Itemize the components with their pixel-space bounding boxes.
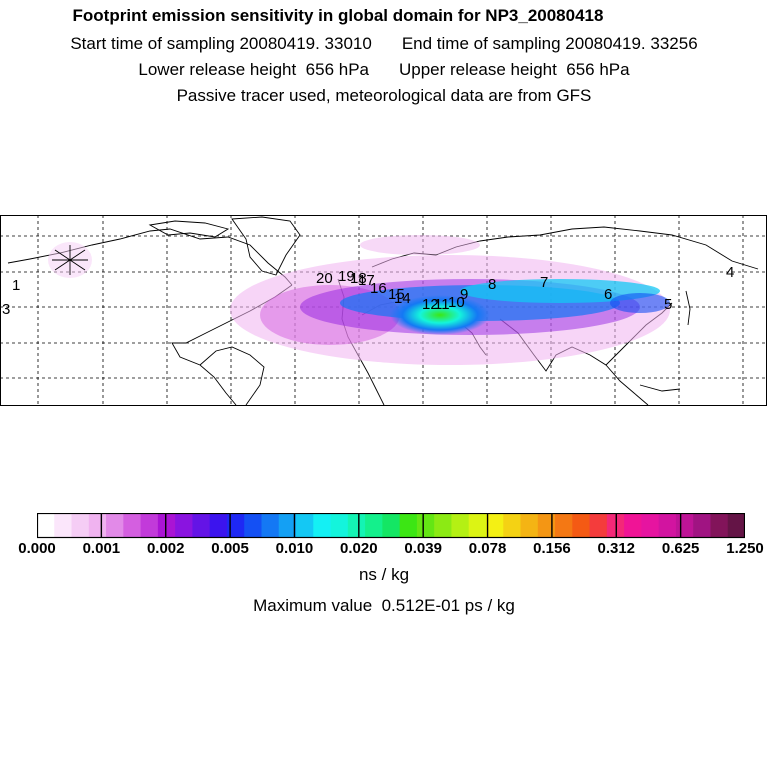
day-marker-17: 17 <box>358 272 375 289</box>
upper-release-label: Upper release height 656 hPa <box>399 60 630 79</box>
sampling-times: Start time of sampling 20080419. 33010 En… <box>0 34 768 54</box>
day-marker-15: 15 <box>388 286 405 303</box>
map-title: Footprint emission sensitivity in global… <box>72 6 604 25</box>
colorbar-cell <box>330 513 349 538</box>
colorbar-cell <box>278 513 297 538</box>
day-marker-10: 10 <box>448 294 465 311</box>
colorbar-tick-label: 0.002 <box>146 540 185 557</box>
colorbar-cell <box>192 513 211 538</box>
day-marker-1: 1 <box>12 277 20 294</box>
colorbar-tick-label: 1.250 <box>726 540 764 557</box>
colorbar-cell <box>261 513 280 538</box>
colorbar-tick-label: 0.625 <box>661 540 700 557</box>
colorbar-cell <box>520 513 539 538</box>
day-marker-18: 18 <box>350 270 367 287</box>
colorbar-cell <box>624 513 642 538</box>
colorbar-unit: ns / kg <box>358 565 410 584</box>
day-marker-19: 19 <box>338 268 355 285</box>
colorbar-cell <box>693 513 711 538</box>
colorbar-cell <box>589 513 608 538</box>
colorbar-cell <box>71 513 90 538</box>
end-time-label: End time of sampling 20080419. 33256 <box>401 34 698 53</box>
colorbar-cell <box>451 513 470 538</box>
colorbar-cell <box>434 513 452 538</box>
tracer-note: Passive tracer used, meteorological data… <box>176 86 592 105</box>
day-marker-8: 8 <box>488 276 496 293</box>
colorbar-cell <box>727 513 745 538</box>
colorbar-cell <box>313 513 332 538</box>
day-marker-3: 3 <box>2 301 10 318</box>
day-marker-9: 9 <box>460 286 468 303</box>
colorbar-cell <box>226 513 245 538</box>
colorbar-cell <box>382 513 401 538</box>
colorbar-tick-label: 0.020 <box>340 540 378 557</box>
day-marker-11: 11 <box>434 296 450 313</box>
day-marker-4: 4 <box>726 264 734 281</box>
day-marker-7: 7 <box>540 274 548 291</box>
colorbar-cell <box>399 513 418 538</box>
colorbar-cell <box>157 513 176 538</box>
colorbar-cell <box>54 513 73 538</box>
colorbar-tick-label: 0.010 <box>275 540 314 557</box>
colorbar <box>37 513 745 539</box>
colorbar-tick-label: 0.005 <box>211 540 249 557</box>
colorbar-cell <box>37 513 55 538</box>
source-marker-icon <box>52 245 88 275</box>
day-marker-5: 5 <box>664 296 672 313</box>
release-heights: Lower release height 656 hPa Upper releas… <box>0 60 768 80</box>
colorbar-cell <box>658 513 677 538</box>
maximum-value: Maximum value 0.512E-01 ps / kg <box>253 596 515 615</box>
colorbar-cell <box>641 513 660 538</box>
colorbar-cell <box>140 513 159 538</box>
colorbar-cell <box>296 513 314 538</box>
day-marker-12: 12 <box>422 296 439 313</box>
colorbar-cell <box>675 513 694 538</box>
colorbar-cell <box>175 513 193 538</box>
colorbar-cell <box>244 513 262 538</box>
colorbar-cell <box>123 513 142 538</box>
colorbar-tick-label: 0.312 <box>597 540 636 557</box>
colorbar-cell <box>485 513 504 538</box>
colorbar-tick-label: 0.078 <box>468 540 507 557</box>
colorbar-cell <box>468 513 487 538</box>
colorbar-cell <box>555 513 573 538</box>
day-marker-16: 16 <box>370 280 387 297</box>
colorbar-cell <box>209 513 228 538</box>
colorbar-cell <box>503 513 522 538</box>
lower-release-label: Lower release height 656 hPa <box>138 60 369 79</box>
colorbar-cell <box>347 513 366 538</box>
colorbar-tick-label: 0.001 <box>82 540 121 557</box>
colorbar-cell <box>416 513 435 538</box>
colorbar-tick-label: 0.000 <box>18 540 56 557</box>
colorbar-cell <box>572 513 591 538</box>
colorbar-cell <box>88 513 107 538</box>
colorbar-cell <box>365 513 383 538</box>
colorbar-cell <box>710 513 729 538</box>
footprint-plume <box>48 235 670 365</box>
colorbar-cell <box>106 513 124 538</box>
colorbar-tick-label: 0.156 <box>533 540 571 557</box>
day-marker-14: 14 <box>394 290 411 307</box>
colorbar-tick-label: 0.039 <box>404 540 442 557</box>
day-marker-6: 6 <box>604 286 612 303</box>
colorbar-cell <box>537 513 556 538</box>
start-time-label: Start time of sampling 20080419. 33010 <box>70 34 372 53</box>
day-marker-20: 20 <box>316 270 333 287</box>
